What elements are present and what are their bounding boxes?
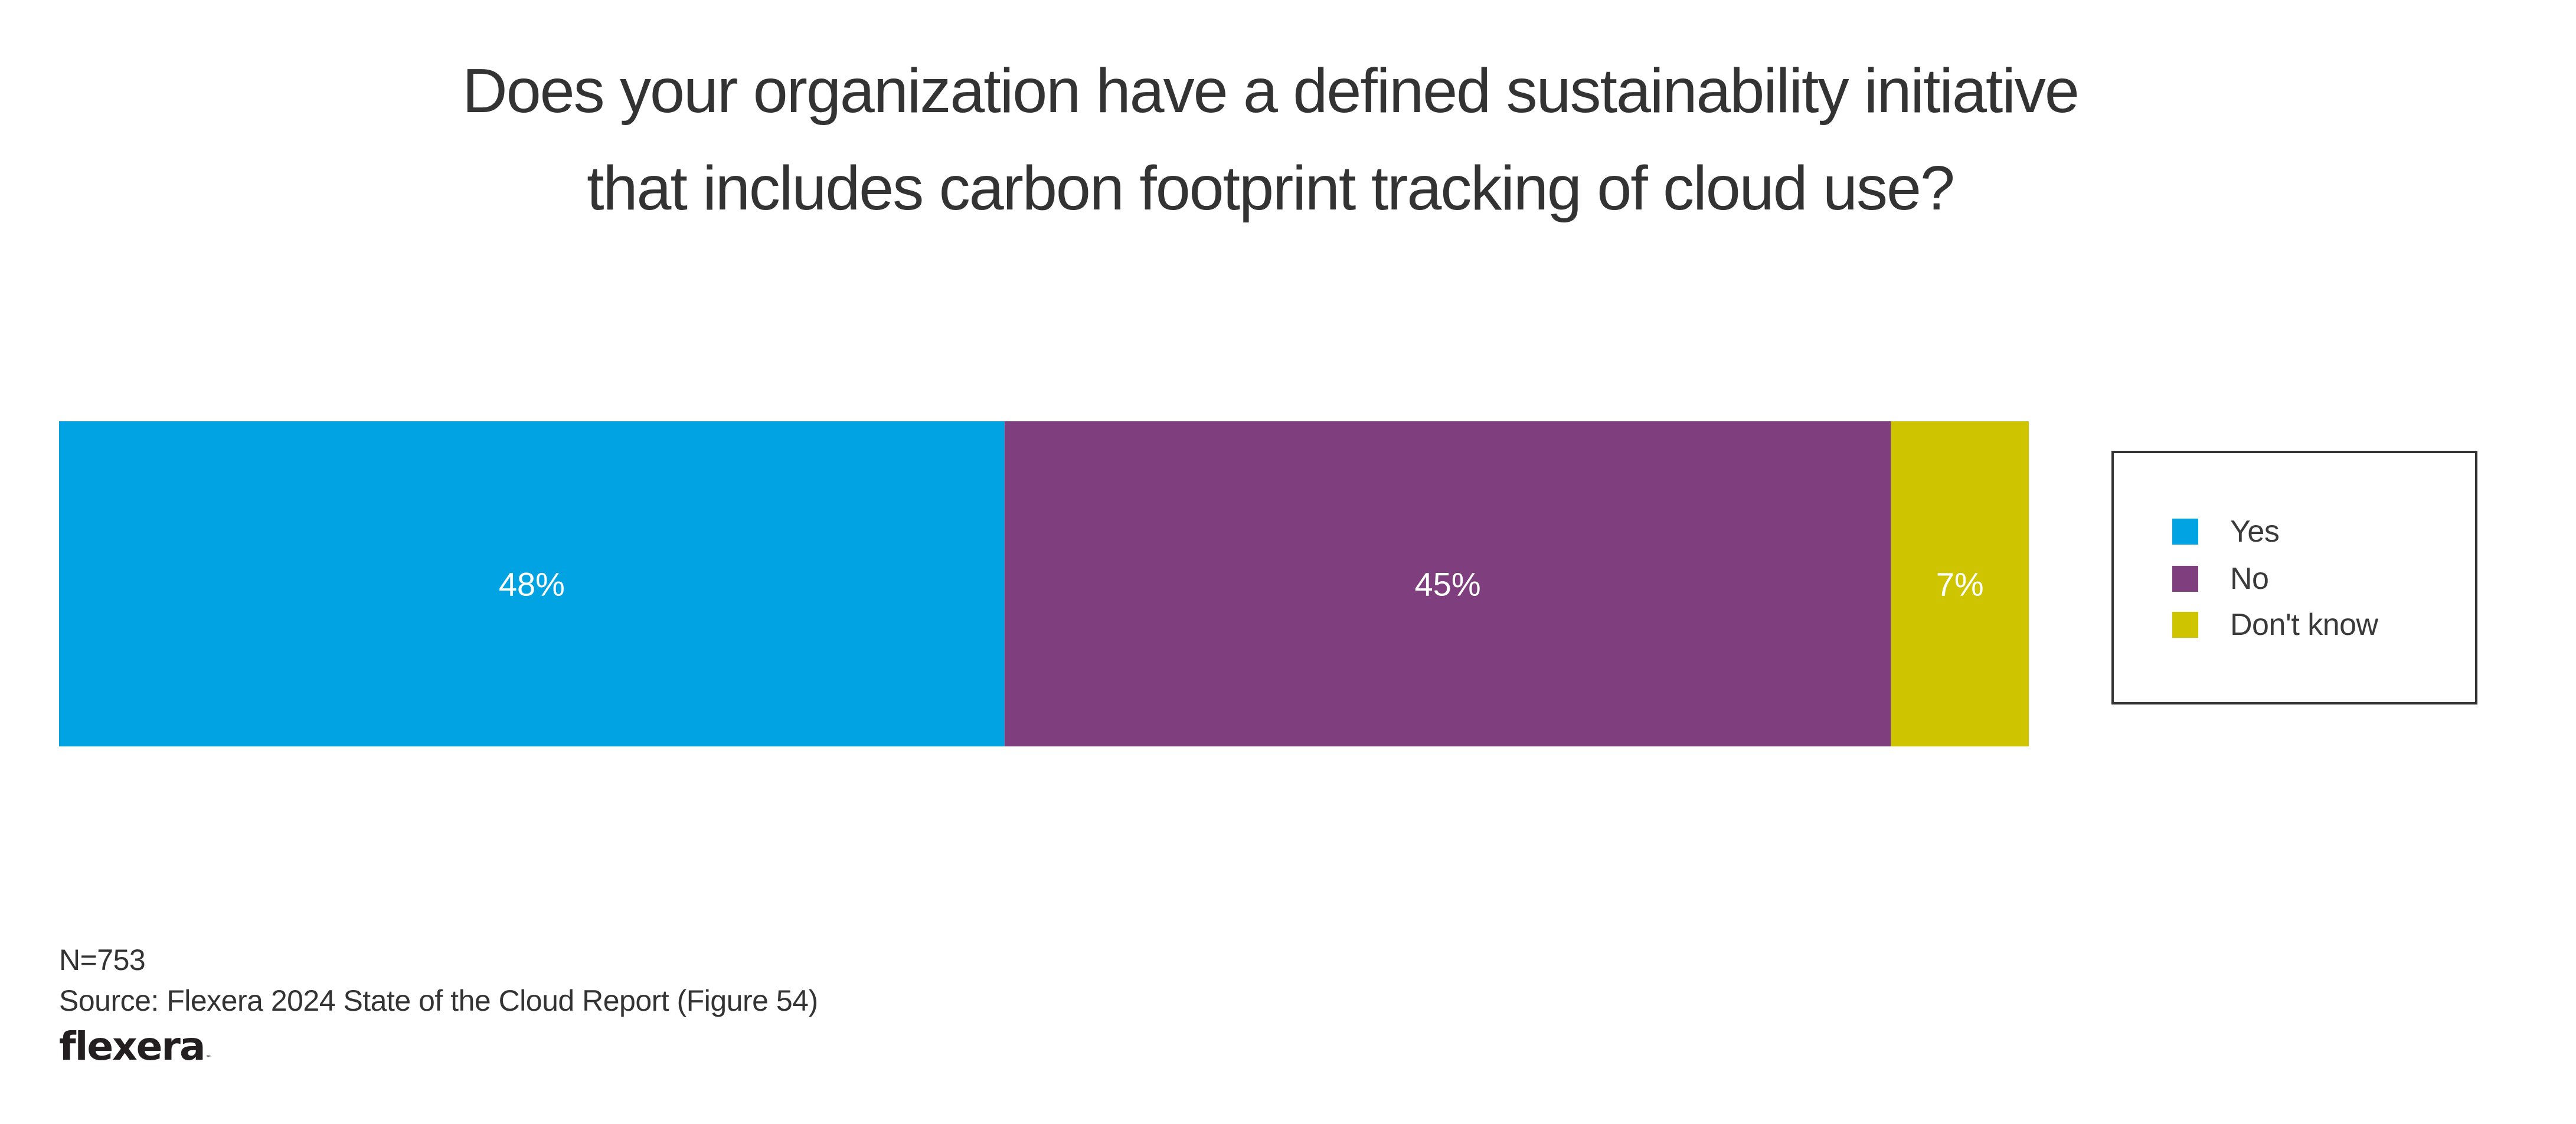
bar-label-no: 45%	[1415, 566, 1481, 603]
flexera-logo: flexera ™	[59, 1025, 212, 1080]
chart-title-line-1: Does your organization have a defined su…	[462, 56, 2080, 126]
legend-swatch-dont-know	[2172, 612, 2198, 638]
sample-size-note: N=753	[59, 943, 146, 976]
bar-segment-don-t-know	[1891, 421, 2029, 746]
legend-label-no: No	[2230, 562, 2269, 596]
legend-item-dont-know: Don't know	[2172, 608, 2378, 642]
legend-item-no: No	[2172, 562, 2269, 596]
bar-segment-no	[1004, 421, 1891, 746]
legend-label-yes: Yes	[2230, 515, 2280, 549]
bar-label-yes: 48%	[499, 566, 565, 603]
bar-label-don-t-know: 7%	[1936, 566, 1984, 603]
legend-swatch-no	[2172, 566, 2198, 592]
legend-label-dont-know: Don't know	[2230, 608, 2378, 642]
bar-data-labels: 48% 45% 7%	[499, 566, 1984, 603]
chart-title: Does your organization have a defined su…	[90, 42, 2451, 237]
legend-swatch-yes	[2172, 519, 2198, 545]
bar-segments	[59, 421, 2029, 746]
chart-title-line-2: that includes carbon footprint tracking …	[587, 153, 1955, 223]
flexera-logo-text: flexera	[59, 1024, 206, 1069]
trademark-symbol: ™	[205, 1055, 212, 1061]
legend-item-yes: Yes	[2172, 515, 2280, 549]
bar-segment-yes	[59, 421, 1005, 746]
source-note: Source: Flexera 2024 State of the Cloud …	[59, 984, 818, 1017]
chart-legend: Yes No Don't know	[2111, 451, 2477, 704]
